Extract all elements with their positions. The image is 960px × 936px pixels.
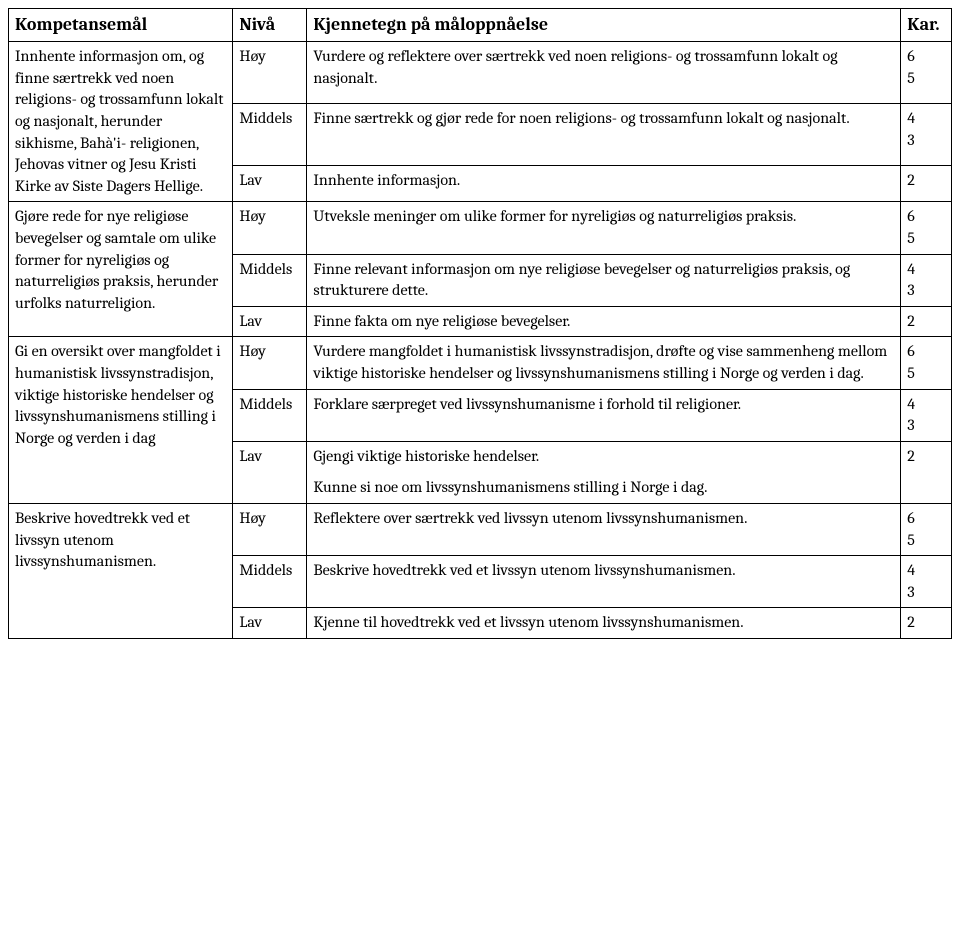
niva-cell: Høy — [233, 503, 307, 555]
niva-cell: Middels — [233, 389, 307, 441]
kjennetegn-cell: Finne særtrekk og gjør rede for noen rel… — [307, 104, 901, 166]
kjennetegn-line: Kunne si noe om livssynshumanismens stil… — [313, 477, 894, 499]
grade: 3 — [907, 130, 945, 152]
niva-cell: Middels — [233, 556, 307, 608]
grade: 5 — [907, 530, 945, 552]
niva-cell: Lav — [233, 608, 307, 639]
kar-cell: 2 — [901, 306, 952, 337]
niva-cell: Høy — [233, 337, 307, 389]
kjennetegn-cell: Vurdere mangfoldet i humanistisk livssyn… — [307, 337, 901, 389]
table-row: Innhente informasjon om, og finne særtre… — [9, 42, 952, 104]
kjennetegn-cell: Forklare særpreget ved livssynshumanisme… — [307, 389, 901, 441]
kjennetegn-cell: Finne fakta om nye religiøse bevegelser. — [307, 306, 901, 337]
kjennetegn-cell: Innhente informasjon. — [307, 166, 901, 202]
kompetansemal-cell: Gi en oversikt over mangfoldet i humanis… — [9, 337, 233, 504]
kar-cell: 2 — [901, 166, 952, 202]
niva-cell: Høy — [233, 42, 307, 104]
header-kar: Kar. — [901, 9, 952, 42]
grade: 5 — [907, 68, 945, 90]
header-kompetansemal: Kompetansemål — [9, 9, 233, 42]
grade: 6 — [907, 508, 945, 530]
niva-cell: Høy — [233, 202, 307, 254]
kompetansemal-cell: Innhente informasjon om, og finne særtre… — [9, 42, 233, 202]
grade: 3 — [907, 415, 945, 437]
kjennetegn-cell: Finne relevant informasjon om nye religi… — [307, 254, 901, 306]
kjennetegn-cell: Reflektere over særtrekk ved livssyn ute… — [307, 503, 901, 555]
kompetansemal-cell: Beskrive hovedtrekk ved et livssyn uteno… — [9, 503, 233, 638]
header-kjennetegn: Kjennetegn på måloppnåelse — [307, 9, 901, 42]
niva-cell: Middels — [233, 104, 307, 166]
kar-cell: 4 3 — [901, 254, 952, 306]
kar-cell: 6 5 — [901, 202, 952, 254]
grade: 2 — [907, 446, 945, 468]
niva-cell: Lav — [233, 166, 307, 202]
table-row: Beskrive hovedtrekk ved et livssyn uteno… — [9, 503, 952, 555]
grade: 2 — [907, 311, 945, 333]
competence-table: Kompetansemål Nivå Kjennetegn på måloppn… — [8, 8, 952, 639]
grade: 4 — [907, 108, 945, 130]
grade: 4 — [907, 394, 945, 416]
table-row: Gjøre rede for nye religiøse bevegelser … — [9, 202, 952, 254]
grade: 6 — [907, 46, 945, 68]
kar-cell: 2 — [901, 441, 952, 503]
niva-cell: Lav — [233, 306, 307, 337]
kar-cell: 4 3 — [901, 389, 952, 441]
niva-cell: Lav — [233, 441, 307, 503]
grade: 4 — [907, 560, 945, 582]
grade: 4 — [907, 259, 945, 281]
grade: 3 — [907, 280, 945, 302]
grade: 6 — [907, 341, 945, 363]
kar-cell: 4 3 — [901, 104, 952, 166]
kjennetegn-cell: Gjengi viktige historiske hendelser. Kun… — [307, 441, 901, 503]
kar-cell: 6 5 — [901, 503, 952, 555]
kjennetegn-cell: Utveksle meninger om ulike former for ny… — [307, 202, 901, 254]
kar-cell: 4 3 — [901, 556, 952, 608]
kar-cell: 6 5 — [901, 42, 952, 104]
niva-cell: Middels — [233, 254, 307, 306]
grade: 5 — [907, 228, 945, 250]
grade: 3 — [907, 582, 945, 604]
table-row: Gi en oversikt over mangfoldet i humanis… — [9, 337, 952, 389]
grade: 5 — [907, 363, 945, 385]
kar-cell: 2 — [901, 608, 952, 639]
grade: 6 — [907, 206, 945, 228]
kompetansemal-cell: Gjøre rede for nye religiøse bevegelser … — [9, 202, 233, 337]
kar-cell: 6 5 — [901, 337, 952, 389]
kjennetegn-cell: Vurdere og reflektere over særtrekk ved … — [307, 42, 901, 104]
kjennetegn-cell: Kjenne til hovedtrekk ved et livssyn ute… — [307, 608, 901, 639]
table-header-row: Kompetansemål Nivå Kjennetegn på måloppn… — [9, 9, 952, 42]
grade: 2 — [907, 170, 945, 192]
kjennetegn-line: Gjengi viktige historiske hendelser. — [313, 446, 894, 468]
header-niva: Nivå — [233, 9, 307, 42]
grade: 2 — [907, 612, 945, 634]
kjennetegn-cell: Beskrive hovedtrekk ved et livssyn uteno… — [307, 556, 901, 608]
